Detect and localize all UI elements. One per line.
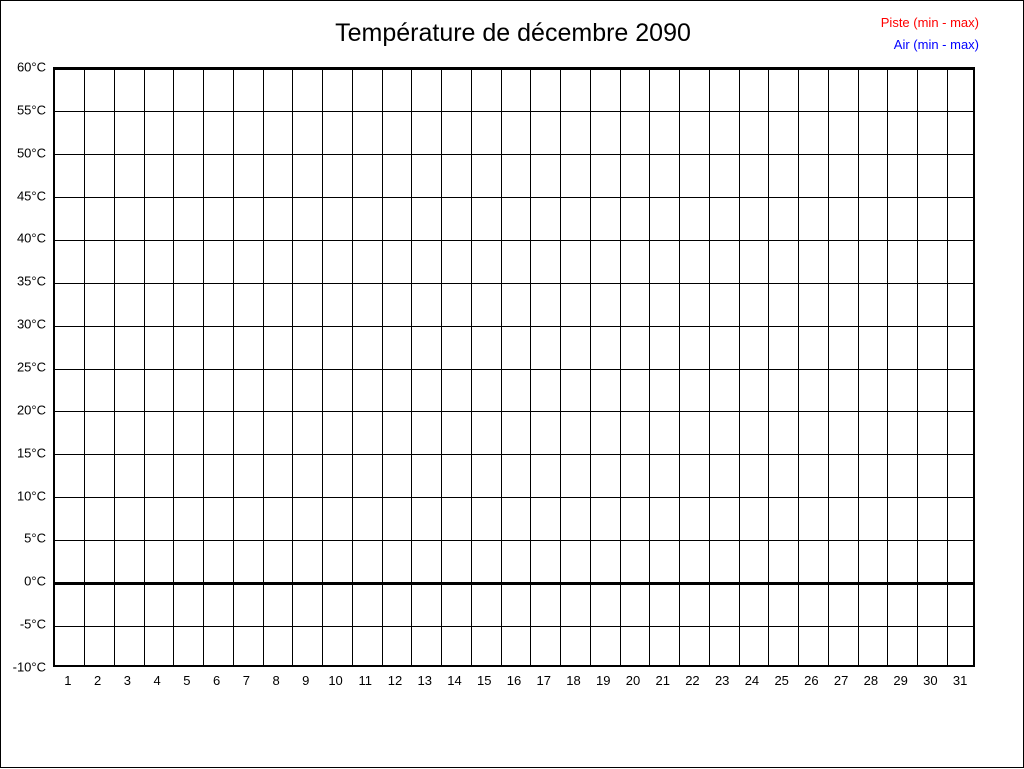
y-axis-tick-label: 15°C <box>16 445 46 461</box>
x-axis-tick-label: 3 <box>123 673 131 688</box>
y-axis-tick-label: 35°C <box>16 273 46 289</box>
x-axis-tick-label: 9 <box>302 673 310 688</box>
gridline-vertical <box>768 69 770 665</box>
gridline-vertical <box>798 69 800 665</box>
gridline-vertical <box>292 69 294 665</box>
x-axis-tick-label: 13 <box>417 673 432 688</box>
gridline-horizontal <box>55 539 973 541</box>
y-axis-tick-label: 40°C <box>16 230 46 246</box>
x-axis-tick-label: 5 <box>183 673 191 688</box>
gridline-horizontal <box>55 368 973 370</box>
gridline-horizontal <box>55 154 973 156</box>
x-axis-tick-label: 29 <box>893 673 908 688</box>
gridline-vertical <box>708 69 710 665</box>
x-axis-tick-label: 18 <box>566 673 581 688</box>
y-axis-tick-label: 55°C <box>16 102 46 118</box>
chart-legend: Piste (min - max) Air (min - max) <box>881 12 979 56</box>
page-title: Température de décembre 2090 <box>335 19 691 47</box>
y-axis-tick-label: 0°C <box>24 573 46 589</box>
gridline-horizontal <box>55 111 973 113</box>
y-axis-tick-label: 50°C <box>16 145 46 161</box>
y-axis-tick-label: 60°C <box>16 59 46 75</box>
gridline-vertical <box>530 69 532 665</box>
x-axis-tick-label: 22 <box>685 673 700 688</box>
gridline-horizontal <box>55 497 973 499</box>
gridline-vertical <box>827 69 829 665</box>
x-axis-tick-label: 11 <box>358 673 373 688</box>
x-axis-tick-label: 16 <box>506 673 522 688</box>
x-axis-tick-label: 23 <box>714 673 730 688</box>
gridline-vertical <box>351 69 353 665</box>
gridline-vertical <box>649 69 651 665</box>
x-axis-tick-label: 15 <box>477 673 492 688</box>
gridline-vertical <box>679 69 681 665</box>
x-axis-tick-label: 4 <box>153 673 161 688</box>
gridline-horizontal <box>55 454 973 456</box>
gridline-vertical <box>500 69 502 665</box>
y-axis-tick-label: -10°C <box>12 659 46 675</box>
gridline-vertical <box>322 69 324 665</box>
gridline-horizontal <box>55 197 973 199</box>
y-axis-tick-label: 20°C <box>16 402 46 418</box>
zero-degree-line <box>55 581 973 585</box>
x-axis-tick-label: 17 <box>536 673 551 688</box>
x-axis-tick-label: 8 <box>272 673 280 688</box>
y-axis-tick-label: 45°C <box>16 188 46 204</box>
gridline-vertical <box>262 69 264 665</box>
y-axis-tick-label: 25°C <box>16 359 46 375</box>
y-axis-tick-label: -5°C <box>19 616 46 632</box>
x-axis-tick-label: 6 <box>212 673 221 688</box>
x-axis-tick-label: 31 <box>952 673 968 688</box>
gridline-horizontal <box>55 411 973 413</box>
x-axis-tick-label: 24 <box>744 673 760 688</box>
legend-item-air: Air (min - max) <box>893 37 979 52</box>
plot-area <box>53 67 975 667</box>
gridline-vertical <box>381 69 383 665</box>
x-axis-tick-label: 2 <box>93 673 102 688</box>
gridline-vertical <box>738 69 740 665</box>
gridline-vertical <box>411 69 413 665</box>
x-axis-tick-label: 25 <box>774 673 789 688</box>
x-axis-tick-label: 12 <box>387 673 403 688</box>
gridline-vertical <box>589 69 591 665</box>
gridline-vertical <box>887 69 889 665</box>
gridline-horizontal <box>55 282 973 284</box>
gridline-vertical <box>173 69 175 665</box>
gridline-vertical <box>946 69 948 665</box>
x-axis-tick-label: 21 <box>655 673 670 688</box>
y-axis-tick-label: 10°C <box>16 488 46 504</box>
x-axis-tick-label: 20 <box>625 673 641 688</box>
x-axis-tick-label: 10 <box>328 673 343 688</box>
y-axis-tick-label: 30°C <box>16 316 46 332</box>
gridline-horizontal <box>55 69 973 70</box>
gridline-vertical <box>113 69 115 665</box>
gridline-vertical <box>143 69 145 665</box>
gridline-vertical <box>232 69 234 665</box>
x-axis-tick-label: 30 <box>923 673 938 688</box>
gridline-vertical <box>203 69 205 665</box>
x-axis-tick-label: 19 <box>595 673 611 688</box>
gridline-vertical <box>857 69 859 665</box>
gridline-horizontal <box>55 239 973 241</box>
legend-item-piste: Piste (min - max) <box>880 15 979 30</box>
y-axis-tick-label: 5°C <box>24 530 46 546</box>
gridline-vertical <box>84 69 86 665</box>
x-axis-tick-label: 26 <box>804 673 819 688</box>
gridline-vertical <box>441 69 443 665</box>
gridline-vertical <box>560 69 562 665</box>
gridline-vertical <box>470 69 472 665</box>
gridline-vertical <box>917 69 919 665</box>
x-axis-tick-label: 1 <box>64 673 72 688</box>
gridline-horizontal <box>55 325 973 327</box>
x-axis-tick-label: 14 <box>447 673 462 688</box>
x-axis-tick-label: 27 <box>833 673 849 688</box>
gridline-vertical <box>619 69 621 665</box>
x-axis-tick-label: 7 <box>242 673 250 688</box>
gridline-horizontal <box>55 625 973 627</box>
x-axis-tick-label: 28 <box>863 673 879 688</box>
